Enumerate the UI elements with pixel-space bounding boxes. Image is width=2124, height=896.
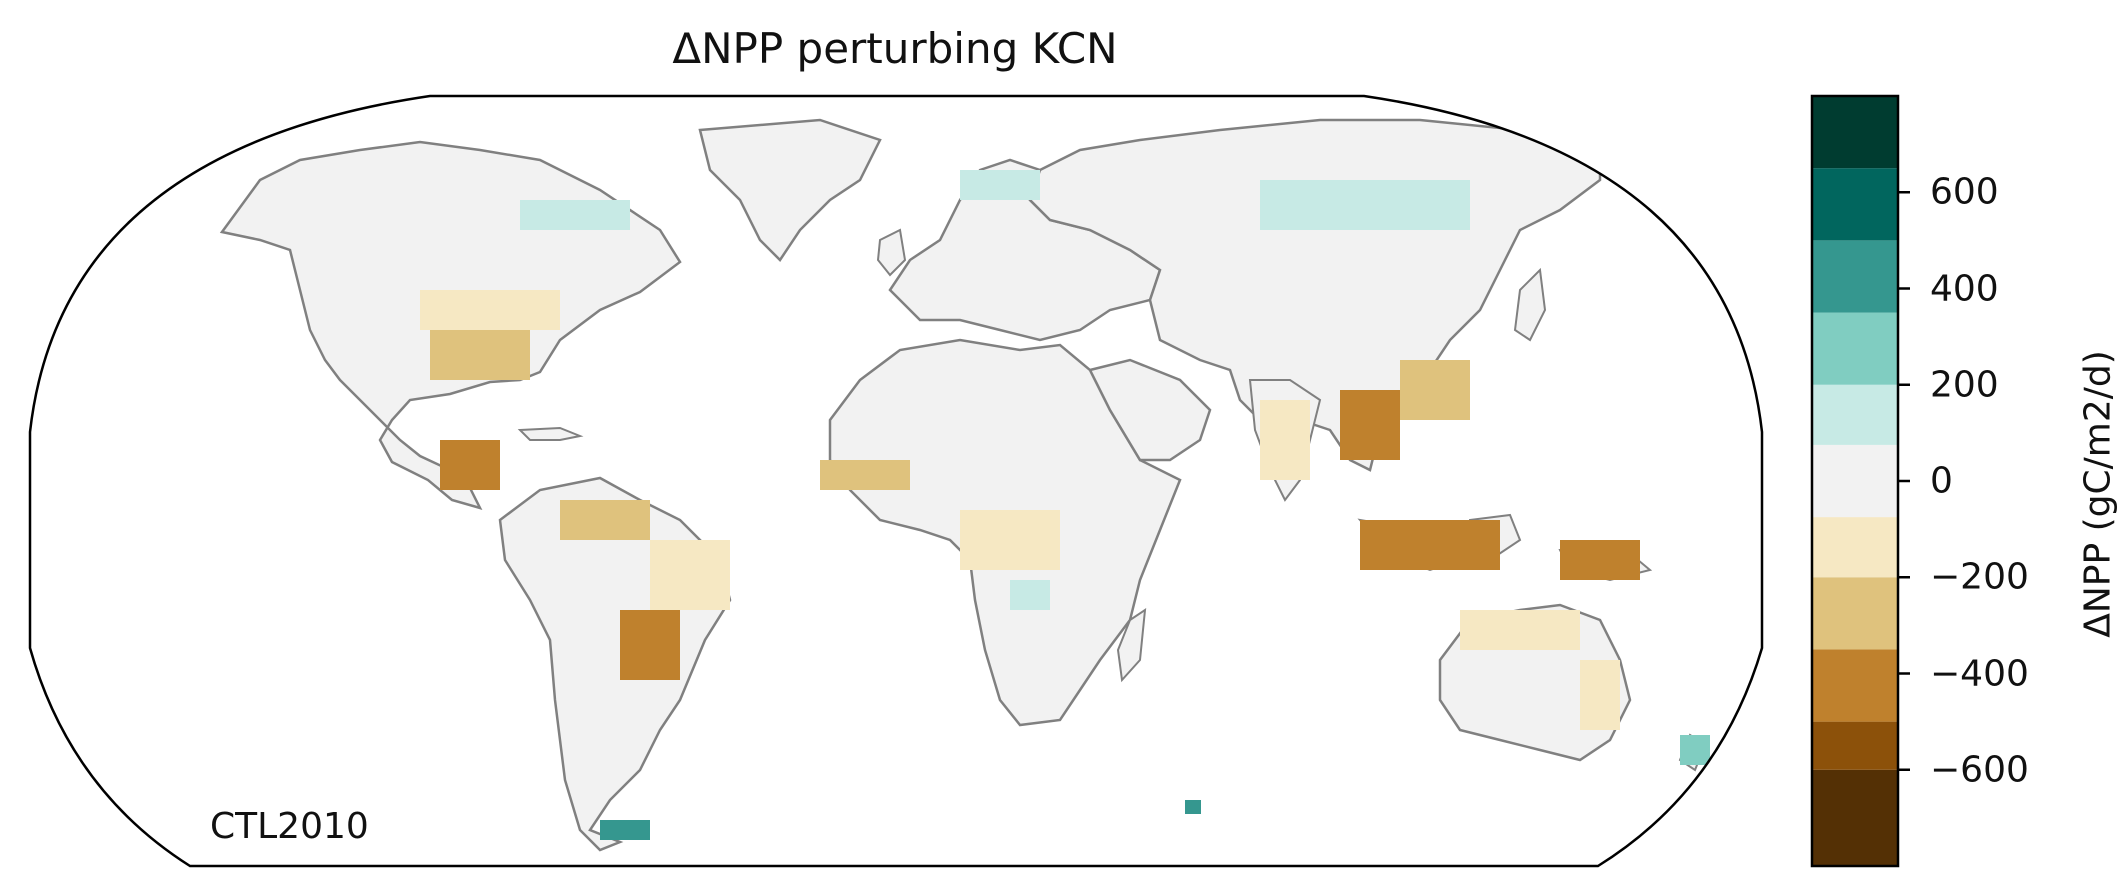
map-title: ΔNPP perturbing KCN [672,24,1118,73]
colorbar-tick-label: 200 [1930,364,1999,406]
colorbar-segment [1812,577,1898,650]
colorbar-segment [1812,649,1898,722]
patch-south-china [1400,360,1470,420]
patch-new-zealand [1680,735,1710,765]
colorbar-segment [1812,769,1898,866]
patch-argentina [600,820,650,840]
colorbar-segment [1812,168,1898,241]
land-japan [1513,267,1547,342]
colorbar-segment [1812,384,1898,445]
patch-central-america [440,440,500,490]
land-greenland [698,118,882,262]
land-madagascar [1116,607,1147,683]
colorbar-segment [1812,517,1898,578]
patch-n-australia [1460,610,1580,650]
panel-label: CTL2010 [210,806,369,847]
colorbar-tick-label: −200 [1930,556,2029,598]
colorbar-segment [1812,240,1898,313]
colorbar-label: ΔNPP (gC/m2/d) [2077,350,2119,638]
land-uk [876,228,907,277]
colorbar-tick-label: −400 [1930,653,2029,694]
patch-se-asia [1340,390,1400,460]
patch-canada-boreal [520,200,630,230]
npp-anomaly-patches [420,170,1710,840]
patch-central-africa [960,510,1060,570]
land-caribbean [517,426,584,441]
colorbar-tick-label: 600 [1930,171,1999,213]
colorbar-segment [1812,444,1898,518]
patch-west-africa [820,460,910,490]
patch-new-guinea [1560,540,1640,580]
map-content [219,118,1710,852]
patch-e-australia [1580,660,1620,730]
patch-brazil-light [650,540,730,610]
patch-congo [1010,580,1050,610]
patch-india [1260,400,1310,480]
patch-brazil [620,610,680,680]
colorbar-tick-label: 400 [1930,268,1999,309]
colorbar-tick-label: −600 [1930,749,2029,791]
colorbar [1810,94,1910,868]
patch-se-us-light [420,290,560,330]
patch-scandinavia [960,170,1040,200]
patch-n-south-america [560,500,650,540]
colorbar-tick-label: 0 [1930,460,1953,502]
land-arabia [1088,358,1212,462]
colorbar-segment [1812,721,1898,770]
patch-kerguelen [1185,800,1201,814]
patch-siberia [1260,180,1470,230]
patch-indonesia [1360,520,1500,570]
map-frame [28,94,1764,868]
colorbar-segment [1812,96,1898,169]
colorbar-segment [1812,312,1898,385]
